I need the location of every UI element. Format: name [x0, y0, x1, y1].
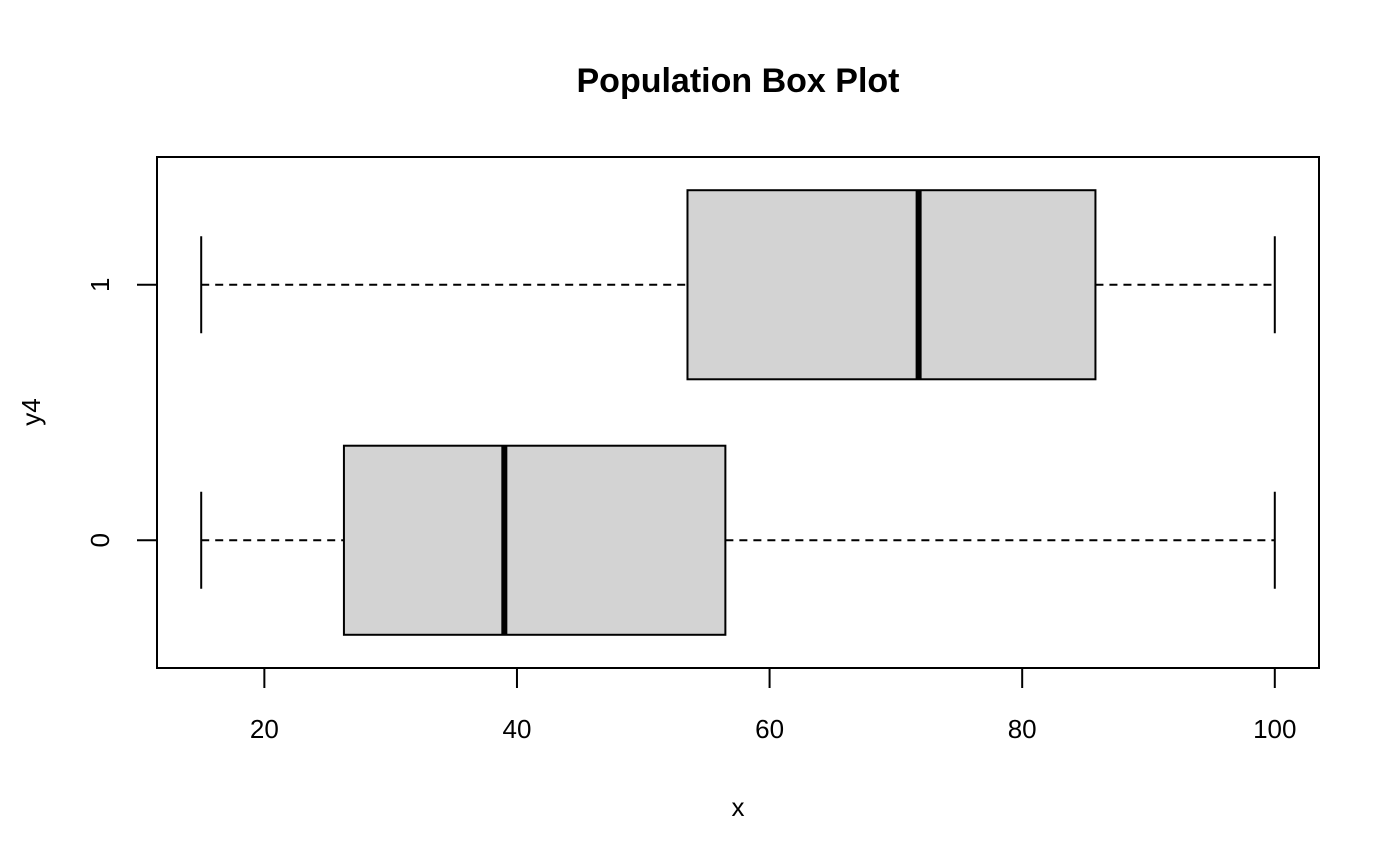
iqr-box: [686, 189, 1097, 381]
y-tick-label: 0: [85, 533, 115, 547]
plot-frame: [156, 156, 1320, 669]
y-tick-label: 1: [85, 278, 115, 292]
x-tick-label: 60: [755, 714, 784, 744]
y-axis-label: y4: [16, 398, 46, 425]
x-tick-label: 20: [250, 714, 279, 744]
iqr-box: [342, 444, 727, 636]
x-tick-label: 40: [503, 714, 532, 744]
x-tick-label: 80: [1008, 714, 1037, 744]
x-tick-label: 100: [1253, 714, 1296, 744]
box-group-1: [200, 189, 1276, 381]
box-group-0: [200, 444, 1276, 636]
x-axis-label: x: [732, 792, 745, 822]
chart-title: Population Box Plot: [577, 62, 900, 100]
y-axis: 01: [85, 278, 157, 547]
box-series: [200, 189, 1276, 636]
x-axis: 20 40 60 80 100: [250, 668, 1296, 744]
